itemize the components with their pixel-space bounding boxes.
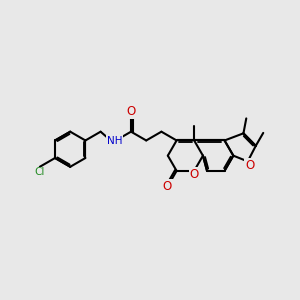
Text: NH: NH xyxy=(106,136,122,146)
Text: O: O xyxy=(190,168,199,181)
Text: Cl: Cl xyxy=(34,167,44,177)
Text: O: O xyxy=(126,105,136,118)
Text: O: O xyxy=(245,159,255,172)
Text: O: O xyxy=(163,180,172,194)
